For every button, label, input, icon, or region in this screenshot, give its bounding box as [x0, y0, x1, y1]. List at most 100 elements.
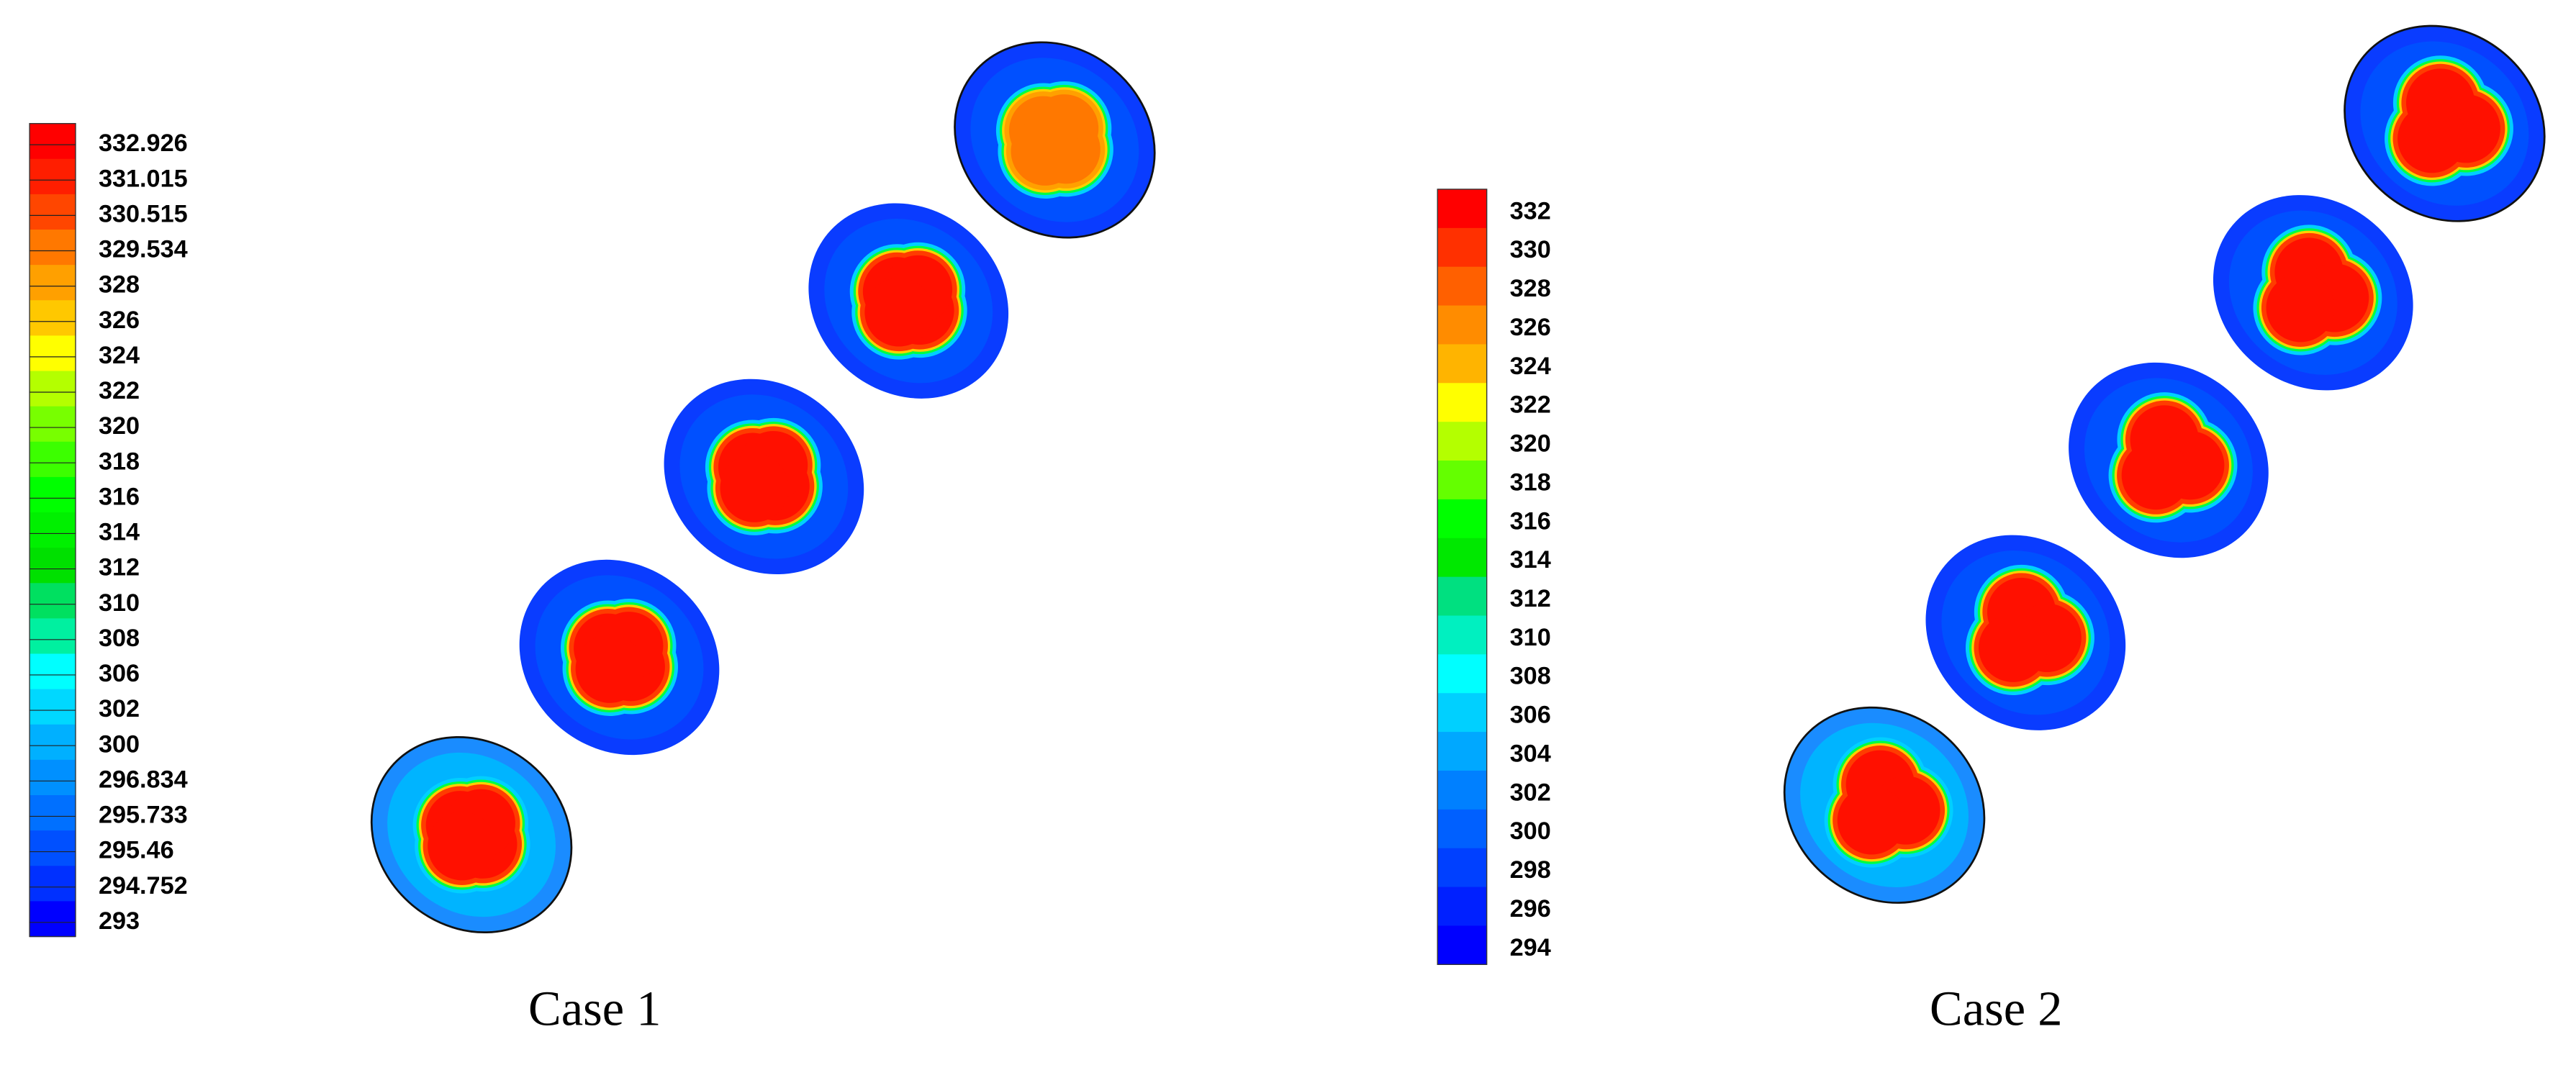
colorbar-label: 298 — [1510, 856, 1551, 884]
colorbar-frame — [1437, 189, 1488, 965]
colorbar-label: 312 — [99, 554, 140, 581]
colorbar-band — [1437, 383, 1487, 422]
caption: Case 2 — [1930, 982, 2062, 1036]
colorbar-label: 302 — [99, 695, 140, 722]
colorbar-band — [30, 901, 76, 938]
colorbar-label: 316 — [99, 483, 140, 510]
colorbar-label: 326 — [99, 307, 140, 334]
colorbar-band — [1437, 189, 1487, 229]
contour-disc — [2069, 362, 2269, 558]
colorbar-band — [30, 406, 76, 443]
colorbar-label: 300 — [1510, 817, 1551, 845]
colorbar-band — [1437, 305, 1487, 345]
colorbar-band — [1437, 887, 1487, 927]
colorbar-band — [30, 689, 76, 725]
contour-red — [720, 453, 789, 522]
colorbar-frame — [29, 122, 76, 938]
colorbar-band — [30, 583, 76, 620]
colorbar-label: 330.515 — [99, 200, 188, 227]
colorbar-label: 306 — [99, 660, 140, 687]
contour-disc — [664, 379, 864, 575]
colorbar-band — [1437, 809, 1487, 849]
colorbar-label: 293 — [99, 907, 140, 935]
colorbar-label: 310 — [1510, 624, 1551, 651]
colorbar-label: 312 — [1510, 585, 1551, 612]
colorbar-label: 302 — [1510, 779, 1551, 806]
contour-red — [1837, 786, 1907, 855]
colorbar-label: 330 — [1510, 236, 1551, 263]
colorbar-band — [1437, 422, 1487, 461]
colorbar-band — [30, 724, 76, 761]
colorbar-band — [30, 618, 76, 655]
caption: Case 1 — [528, 982, 661, 1036]
contour-disc — [519, 559, 720, 756]
contour-red — [2398, 104, 2467, 173]
colorbar-label: 295.733 — [99, 802, 188, 829]
colorbar-label: 314 — [1510, 546, 1551, 574]
colorbar-band — [30, 265, 76, 301]
contour-disc — [808, 203, 1009, 399]
contour-red — [428, 812, 497, 881]
colorbar-band — [1437, 732, 1487, 771]
colorbar-label: 329.534 — [99, 236, 188, 263]
contour-red — [575, 634, 644, 703]
colorbar-label: 294.752 — [99, 872, 188, 899]
contour-disc — [370, 735, 573, 934]
contour-red — [864, 278, 934, 347]
colorbar-band — [1437, 770, 1487, 810]
colorbar-label: 296.834 — [99, 766, 188, 793]
colorbar-label: 308 — [1510, 663, 1551, 690]
colorbar-band — [30, 194, 76, 230]
colorbar-label: 322 — [1510, 391, 1551, 419]
colorbar-band — [30, 795, 76, 831]
colorbar-band — [30, 830, 76, 866]
colorbar-label: 328 — [99, 271, 140, 299]
colorbar-label: 318 — [99, 448, 140, 475]
colorbar-label: 295.46 — [99, 837, 174, 864]
colorbar-band — [30, 476, 76, 513]
colorbar-band — [30, 759, 76, 796]
colorbar-label: 320 — [1510, 430, 1551, 458]
colorbar-band — [30, 441, 76, 478]
colorbar-label: 320 — [99, 412, 140, 440]
contour-red — [2266, 273, 2335, 343]
colorbar-label: 300 — [99, 730, 140, 758]
contour-red — [1979, 613, 2048, 682]
colorbar-band — [1437, 615, 1487, 656]
colorbar-band — [30, 123, 76, 160]
colorbar-label: 328 — [1510, 275, 1551, 302]
colorbar-label: 324 — [1510, 353, 1551, 380]
colorbar-label: 296 — [1510, 895, 1551, 923]
colorbar-band — [1437, 499, 1487, 539]
colorbar-label: 332 — [1510, 197, 1551, 225]
colorbar-band — [1437, 227, 1487, 268]
colorbar-band — [1437, 344, 1487, 384]
colorbar-band — [30, 335, 76, 372]
contour-disc — [2213, 195, 2413, 391]
colorbar-label: 308 — [99, 625, 140, 652]
contour-disc — [954, 41, 1156, 239]
colorbar-label: 314 — [99, 519, 140, 546]
contour-disc — [1783, 706, 1986, 904]
colorbar-band — [30, 300, 76, 337]
colorbar-label: 324 — [99, 342, 140, 369]
colorbar-label: 310 — [99, 589, 140, 617]
colorbar-band — [1437, 654, 1487, 694]
colorbar-band — [1437, 925, 1487, 965]
colorbar-label: 322 — [99, 377, 140, 404]
colorbar-label: 318 — [1510, 468, 1551, 496]
colorbar-band — [30, 548, 76, 584]
colorbar-band — [1437, 693, 1487, 733]
colorbar-label: 306 — [1510, 702, 1551, 729]
colorbar-band — [30, 230, 76, 266]
contour-red — [1011, 117, 1080, 186]
colorbar-band — [30, 866, 76, 902]
colorbar-label: 316 — [1510, 507, 1551, 535]
contour-red — [2121, 440, 2190, 510]
colorbar-label: 326 — [1510, 314, 1551, 341]
colorbar-label: 331.015 — [99, 165, 188, 192]
colorbar-band — [30, 371, 76, 407]
colorbar-band — [1437, 848, 1487, 888]
